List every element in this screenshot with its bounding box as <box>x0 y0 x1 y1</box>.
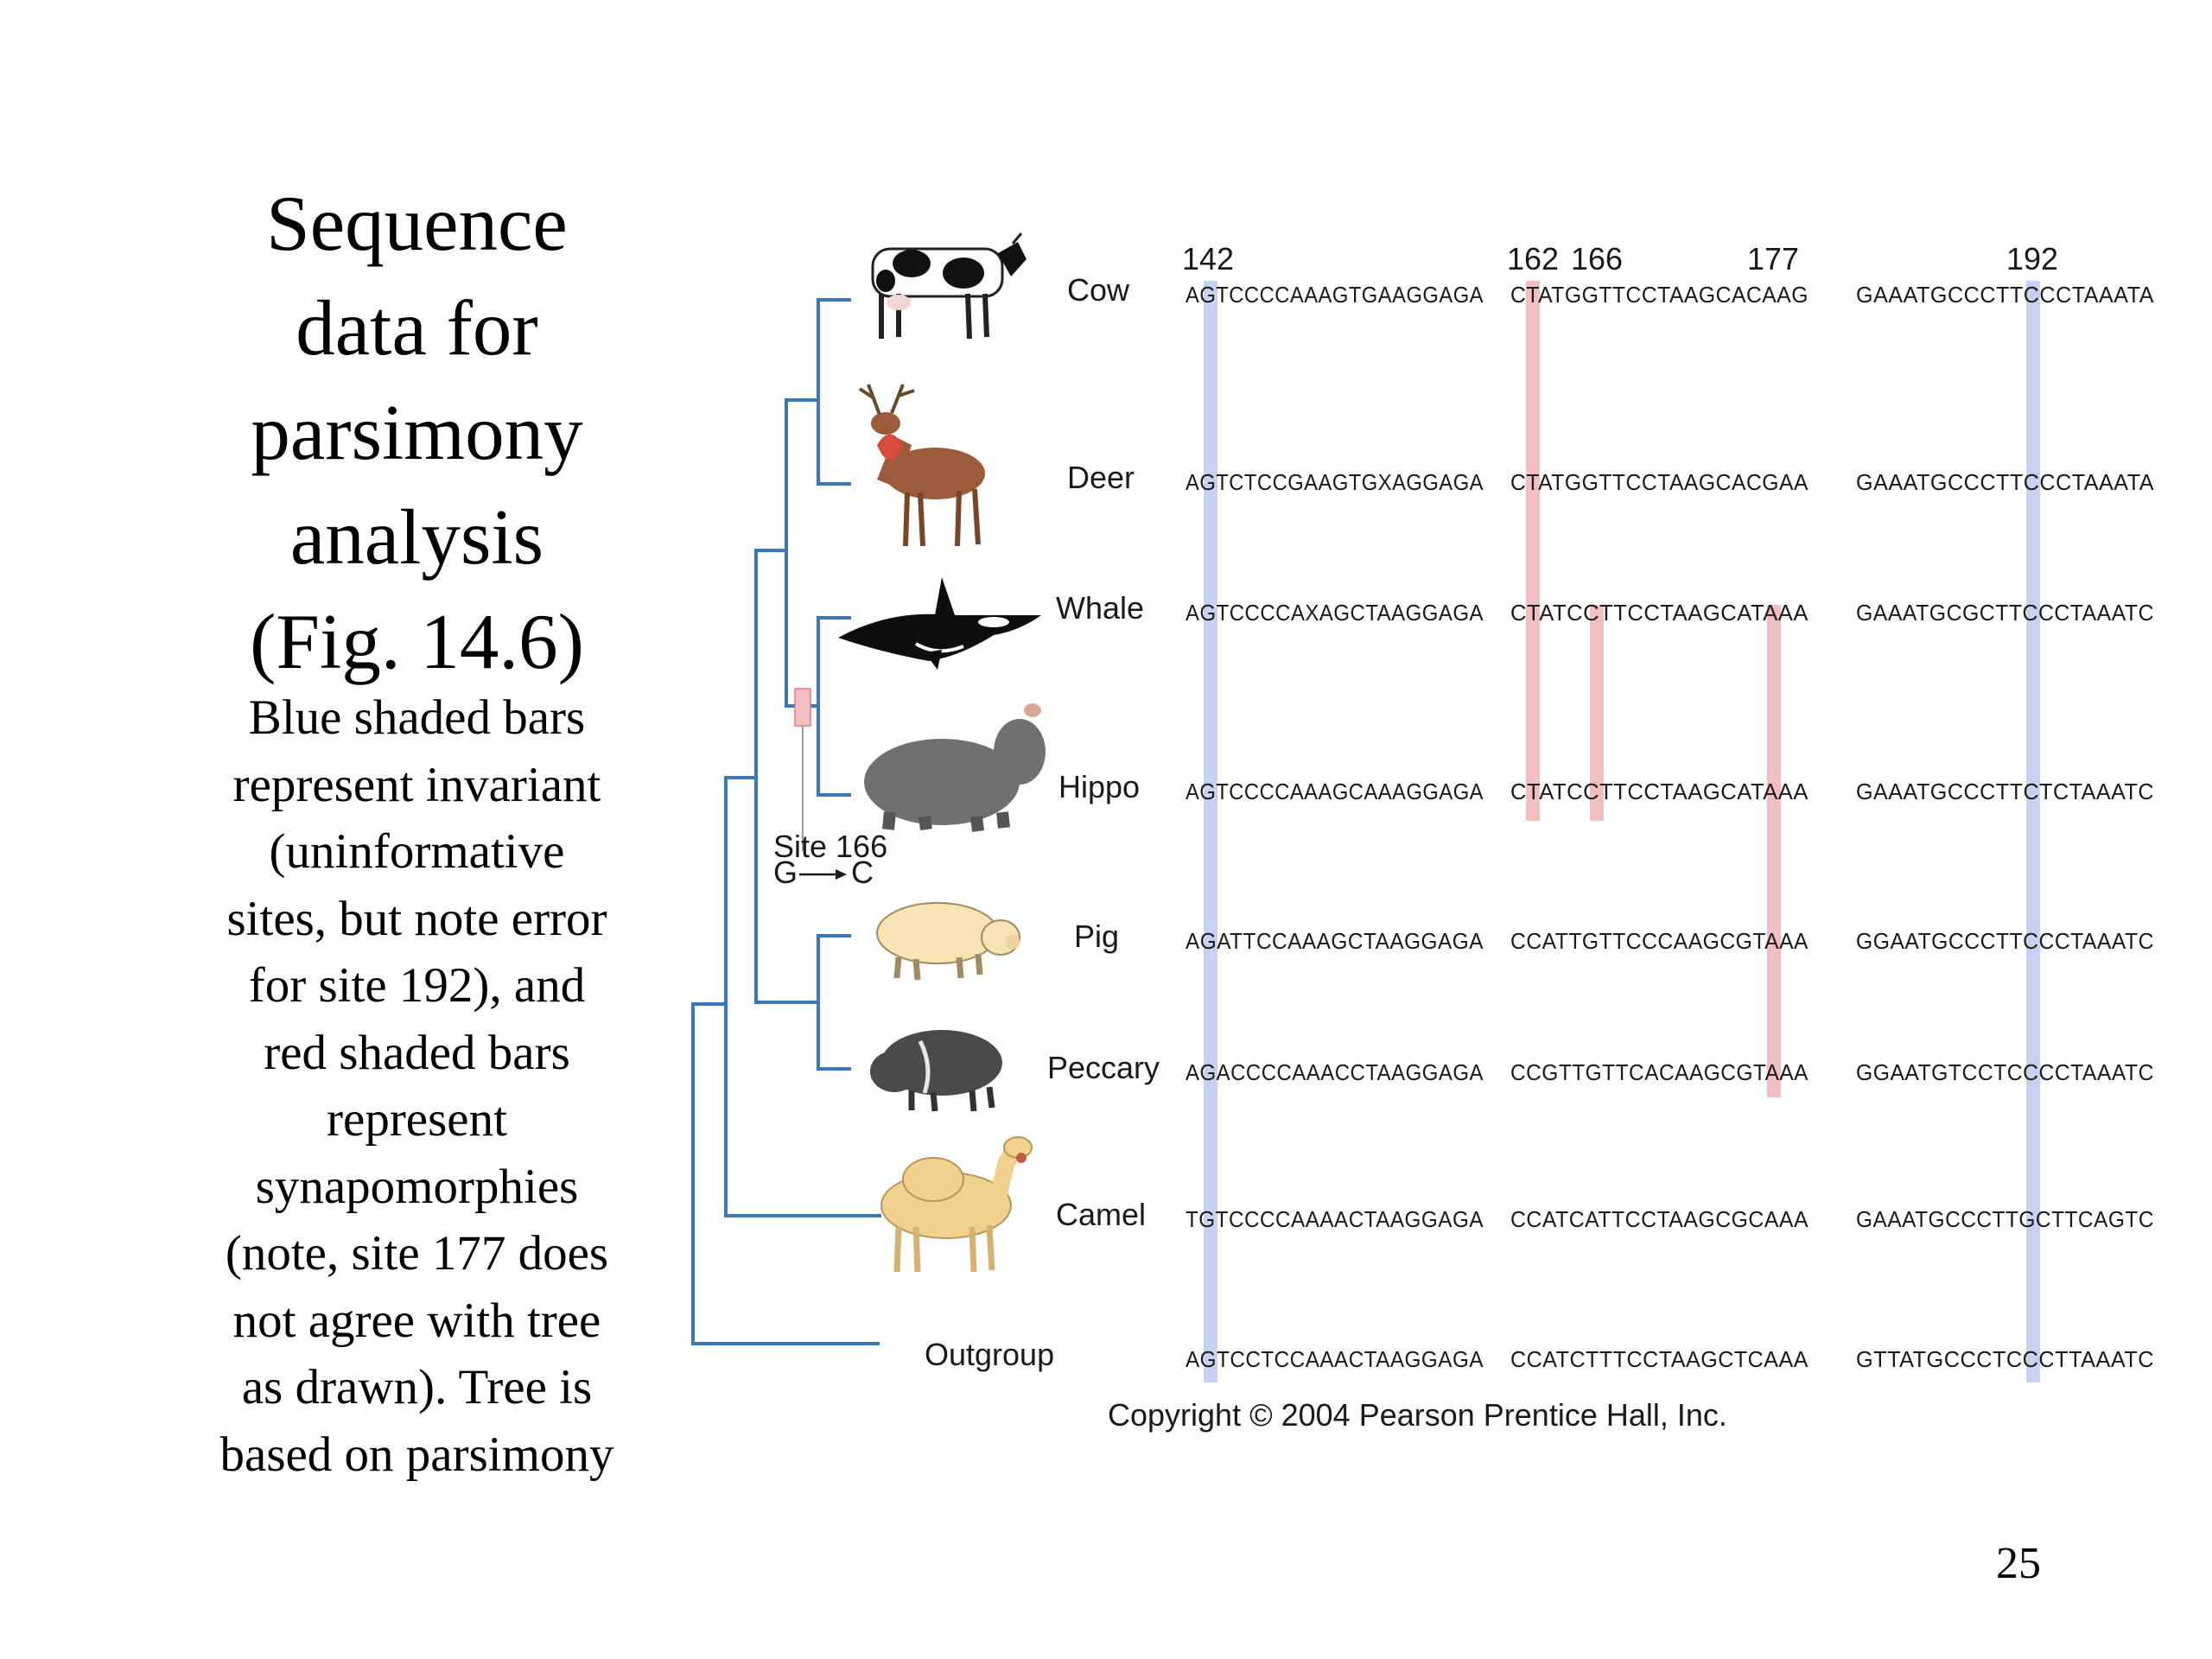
taxon-name: Deer <box>1067 460 1135 495</box>
taxon-row: Whale AGTCCCCAXAGCTAAGGAGA CTATCCTTCCTAAGC… <box>1056 590 2154 626</box>
sequence-segment: AGACCCCAAACCTAAGGAGA <box>1185 1061 1484 1085</box>
caption-line: (note, site 177 does <box>225 1226 609 1281</box>
cow-icon <box>871 232 1027 340</box>
site-change-to: C <box>851 855 874 890</box>
taxon-row: Camel TGTCCCCAAAACTAAGGAGA CCATCATTCCTAAGC… <box>1056 1197 2154 1232</box>
taxon-name: Hippo <box>1058 769 1140 804</box>
tree-branch-ruminant-cetacean <box>785 398 818 708</box>
taxon-row: Hippo AGTCCCCAAAGCAAAGGAGA CTATCCTTCCTAAGC… <box>1058 769 2154 804</box>
title-line: data for <box>296 284 538 372</box>
sequence-segment: CCATTGTTCCCAAGCGTAAA <box>1510 930 1808 954</box>
sequence-segment: TGTCCCCAAAACTAAGGAGA <box>1185 1208 1484 1232</box>
peccary-icon <box>870 1030 1002 1112</box>
caption-line: (uninformative <box>269 824 565 879</box>
sequence-segment: AGTCCCCAAAGCAAAGGAGA <box>1185 780 1484 804</box>
taxon-name: Whale <box>1056 590 1144 626</box>
taxon-row: Deer AGTCTCCGAAGTGXAGGAGA CTATGGTTCCTAAGCA… <box>1067 460 2154 495</box>
site-number-row: 142 162 166 177 192 <box>1182 241 2058 276</box>
sequence-segment: CTATGGTTCCTAAGCACGAA <box>1510 471 1808 495</box>
taxa-rows: Cow AGTCCCCAAAGTGAAGGAGA CTATGGTTCCTAAGCAC… <box>925 272 2154 1372</box>
title-line: Sequence <box>266 180 568 267</box>
sequence-segment: AGTCCTCCAAACTAAGGAGA <box>1185 1348 1484 1372</box>
invariant-bar-site-192 <box>2026 281 2040 1382</box>
invariant-bar-site-142 <box>1204 281 1217 1382</box>
sequence-segment: GGAATGCCCTTCCCTAAATC <box>1856 930 2154 954</box>
sequence-segment: CCGTTGTTCACAAGCGTAAA <box>1510 1061 1808 1085</box>
taxon-row: Cow AGTCCCCAAAGTGAAGGAGA CTATGGTTCCTAAGCAC… <box>1067 272 2154 308</box>
caption-line: for site 192), and <box>248 958 586 1013</box>
sequence-segment: CTATGGTTCCTAAGCACAAG <box>1510 283 1808 308</box>
sequence-segment: CCATCTTTCCTAAGCTCAAA <box>1510 1348 1808 1372</box>
site-number-166: 166 <box>1571 241 1623 276</box>
sequence-segment: CTATCCTTCCTAAGCATAAA <box>1510 601 1808 626</box>
caption-line: represent invariant <box>232 757 601 812</box>
site-change-label: Site 166 <box>773 829 887 864</box>
sequence-segment: GTTATGCCCTCCCTTAAATC <box>1856 1348 2154 1372</box>
sequence-segment: GAAATGCGCTTCCCTAAATC <box>1856 601 2154 626</box>
synapomorphy-bar-site-162 <box>1526 281 1540 821</box>
caption-line: red shaded bars <box>264 1025 570 1080</box>
site-number-142: 142 <box>1182 241 1234 276</box>
synapomorphy-bar-site-177 <box>1767 605 1781 1097</box>
page-number: 25 <box>1996 1539 2041 1588</box>
sequence-segment: GAAATGCCCTTCCCTAAATA <box>1856 283 2154 308</box>
caption-line: Blue shaded bars <box>248 690 586 745</box>
title-line: (Fig. 14.6) <box>250 598 584 685</box>
sequence-segment: AGATTCCAAAGCTAAGGAGA <box>1185 930 1484 954</box>
taxon-name: Outgroup <box>925 1337 1054 1372</box>
whale-icon <box>838 577 1041 670</box>
sequence-segment: CTATCCTTCCTAAGCATAAA <box>1510 780 1808 804</box>
taxon-row: Outgroup AGTCCTCCAAACTAAGGAGA CCATCTTTCCTA… <box>925 1337 2154 1372</box>
taxon-row: Peccary AGACCCCAAACCTAAGGAGA CCGTTGTTCACAA… <box>1047 1050 2154 1085</box>
site-number-162: 162 <box>1507 241 1559 276</box>
highlight-bars <box>1204 281 2040 1382</box>
taxon-name: Pig <box>1074 918 1119 954</box>
title-line: analysis <box>289 493 544 581</box>
taxon-row: Pig AGATTCCAAAGCTAAGGAGA CCATTGTTCCCAAGCGT… <box>1074 918 2154 954</box>
tree-branch-outgroup <box>691 1002 880 1345</box>
caption-line: represent <box>327 1092 507 1147</box>
caption-line: as drawn). Tree is <box>241 1360 593 1414</box>
deer-icon <box>858 384 985 547</box>
sequence-segment: AGTCCCCAXAGCTAAGGAGA <box>1185 601 1484 626</box>
pig-icon <box>876 902 1020 981</box>
synapomorphy-bar-site-166 <box>1590 605 1604 821</box>
sequence-segment: GAAATGCCCTTCTCTAAATC <box>1856 780 2154 804</box>
site-number-192: 192 <box>2006 241 2058 276</box>
hippo-icon <box>864 703 1046 832</box>
site-number-177: 177 <box>1747 241 1799 276</box>
sequence-segment: GAAATGCCCTTGCTTCAGTC <box>1856 1208 2154 1232</box>
site-166-change-marker: Site 166 G C <box>773 688 887 890</box>
caption-line: based on parsimony <box>219 1427 614 1482</box>
copyright-notice: Copyright © 2004 Pearson Prentice Hall, … <box>1108 1397 1727 1433</box>
taxon-name: Peccary <box>1047 1050 1160 1085</box>
caption-line: sites, but note error <box>226 891 607 946</box>
site-change-from: G <box>773 855 798 890</box>
sequence-segment: GGAATGTCCTCCCCTAAATC <box>1856 1061 2154 1085</box>
slide-title: Sequence data for parsimony analysis (Fig. 1… <box>164 171 670 694</box>
sequence-segment: AGTCCCCAAAGTGAAGGAGA <box>1185 283 1484 308</box>
sequence-segment: GAAATGCCCTTCCCTAAATA <box>1856 471 2154 495</box>
caption-line: not agree with tree <box>232 1293 601 1348</box>
taxon-name: Camel <box>1056 1197 1146 1232</box>
tree-branch-cow-deer <box>817 298 851 486</box>
tree-branch-whale-hippo <box>817 616 851 797</box>
tree-branch-pig-peccary <box>817 934 851 1071</box>
caption-line: synapomorphies <box>255 1159 579 1214</box>
slide-caption: Blue shaded bars represent invariant (unin… <box>164 684 670 1488</box>
sequence-segment: AGTCTCCGAAGTGXAGGAGA <box>1185 471 1484 495</box>
phylogenetic-tree <box>691 298 881 1345</box>
title-line: parsimony <box>251 389 583 476</box>
tree-branch-camel <box>724 776 881 1217</box>
sequence-segment: CCATCATTCCTAAGCGCAAA <box>1510 1208 1808 1232</box>
camel-icon <box>880 1136 1033 1273</box>
taxon-name: Cow <box>1067 272 1130 308</box>
